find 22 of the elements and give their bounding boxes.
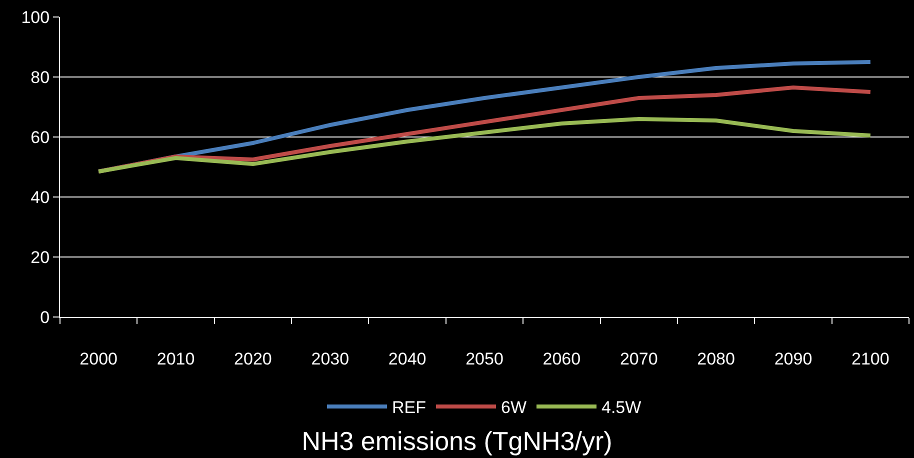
text: NH3 emissions (TgNH3/yr) (302, 426, 612, 456)
legend-label: 4.5W (602, 398, 642, 418)
x-tick-label: 2050 (466, 349, 504, 368)
line-series (96, 117, 872, 174)
legend-label: REF (392, 398, 426, 418)
x-tick-label: 2060 (542, 349, 581, 368)
y-tick-label: 40 (30, 188, 50, 207)
x-tick-label: 2040 (388, 349, 426, 368)
x-tick-label: 2000 (80, 349, 118, 368)
x-tick-label: 2010 (156, 349, 195, 368)
x-tick-label: 2100 (851, 349, 890, 368)
x-tick-label: 2090 (774, 349, 812, 368)
y-tick-label: 80 (30, 68, 50, 87)
x-tick-label: 2020 (234, 349, 272, 368)
x-tick-label: 2030 (311, 349, 350, 368)
legend-label: 6W (501, 398, 526, 418)
x-tick-label: 2070 (620, 349, 658, 368)
y-tick-label: 0 (40, 308, 50, 327)
y-tick-label: 100 (21, 8, 50, 27)
x-tick-label: 2080 (697, 349, 735, 368)
y-tick-label: 60 (30, 128, 50, 147)
y-tick-label: 20 (30, 248, 50, 267)
